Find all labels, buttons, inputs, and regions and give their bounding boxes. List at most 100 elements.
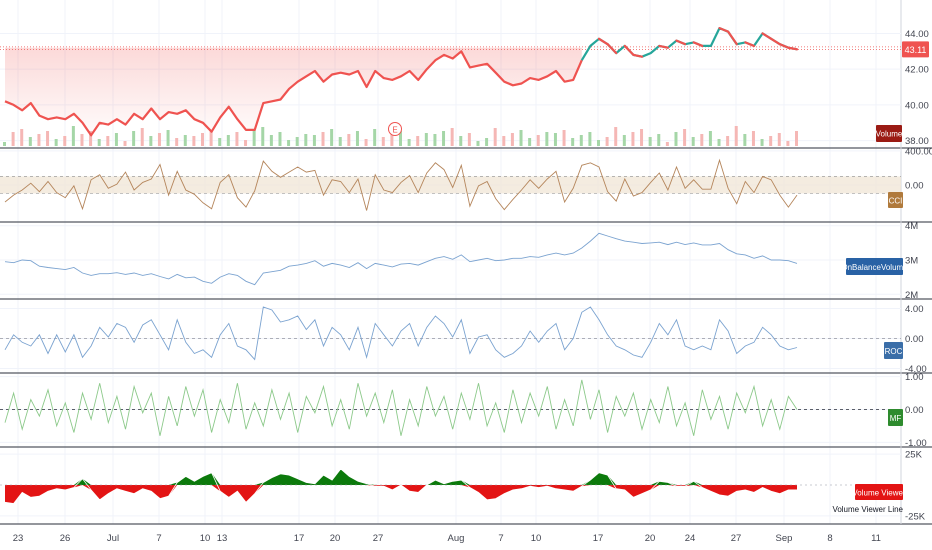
volume-bar: [717, 139, 721, 146]
volume-bar: [769, 136, 773, 146]
x-tick-label: 24: [685, 533, 696, 544]
volume-bar: [28, 137, 32, 146]
mf-y-tick: 0.00: [905, 405, 924, 416]
volume-bar: [3, 142, 6, 146]
volume-bar: [235, 132, 239, 146]
price-line-down-seg: [692, 41, 704, 48]
price-y-tick: 38.00: [905, 136, 929, 147]
volume-bar: [614, 127, 618, 146]
volume-bar: [149, 136, 153, 146]
volume-bar: [493, 128, 497, 146]
price-line-down-seg: [632, 53, 644, 58]
volume-bar: [80, 134, 84, 146]
mf-y-tick: 1.00: [905, 372, 924, 383]
mf-badge: [888, 409, 903, 426]
volume-bar: [545, 132, 549, 146]
volume-bar: [665, 142, 669, 146]
volume-bar: [760, 139, 764, 146]
volume-bar: [795, 131, 798, 146]
x-tick-label: 26: [60, 533, 71, 544]
x-tick-label: 20: [645, 533, 656, 544]
x-tick-label: 7: [156, 533, 161, 544]
vv-down-area: [5, 485, 797, 504]
x-tick-label: 27: [731, 533, 742, 544]
volume-bar: [114, 133, 118, 146]
volume-bar: [364, 139, 368, 146]
volume-bar: [347, 134, 351, 146]
price-line-down-seg: [787, 46, 799, 51]
price-line-down-seg: [658, 44, 669, 49]
vv-line-label: Volume Viewer Line: [832, 505, 903, 514]
volume-bar: [657, 134, 661, 146]
price-badge: [902, 41, 929, 58]
price-line-down-seg: [761, 32, 773, 40]
vv-badge-label: Volume Viewer: [852, 489, 906, 498]
volume-bar: [244, 140, 248, 146]
volume-bar: [562, 130, 566, 146]
volume-bar: [553, 133, 557, 146]
obv-line: [4, 232, 798, 286]
roc-line: [4, 306, 798, 361]
volume-badge: [876, 125, 902, 142]
mf-badge-label: MF: [890, 414, 902, 423]
volume-bar: [381, 137, 385, 146]
price-area: [5, 47, 582, 136]
volume-bar: [407, 139, 411, 146]
volume-bar: [46, 131, 50, 146]
obv-y-tick: 4M: [905, 221, 918, 232]
volume-bar: [201, 133, 204, 146]
cci-badge-label: CCI: [889, 197, 903, 206]
volume-bar: [37, 134, 41, 146]
roc-badge-label: ROC: [885, 347, 903, 356]
x-tick-label: 7: [498, 533, 503, 544]
volume-bar: [11, 132, 15, 146]
volume-bar: [140, 128, 144, 146]
x-tick-label: 17: [593, 533, 604, 544]
price-line-down-seg: [623, 44, 635, 56]
volume-bar: [390, 134, 394, 146]
price-line-down-seg: [727, 30, 738, 46]
cci-badge: [888, 192, 903, 208]
volume-bar: [132, 131, 136, 146]
x-tick-label: 20: [330, 533, 341, 544]
x-tick-label: 23: [13, 533, 24, 544]
volume-bar: [209, 130, 213, 146]
volume-bar: [622, 135, 626, 146]
volume-bar: [579, 135, 583, 146]
volume-bar: [726, 136, 730, 146]
volume-bar: [519, 130, 523, 146]
x-tick-label: 11: [871, 533, 881, 544]
x-tick-label: Sep: [776, 533, 793, 544]
x-tick-label: Jul: [107, 533, 119, 544]
volume-bar: [287, 140, 291, 146]
volume-bar: [459, 136, 463, 146]
price-line-down-seg: [778, 43, 790, 49]
volume-bar: [528, 138, 532, 146]
volume-bar: [442, 131, 446, 146]
volume-bar: [450, 128, 454, 146]
cci-band: [0, 176, 901, 194]
volume-bar: [106, 136, 110, 146]
volume-bar: [674, 132, 678, 146]
volume-bar: [166, 130, 170, 146]
volume-bar: [631, 132, 635, 146]
volume-bar: [321, 132, 325, 146]
roc-y-tick: -4.00: [905, 364, 927, 375]
volume-bar: [648, 137, 652, 146]
volume-bar: [751, 131, 755, 146]
volume-bar: [295, 137, 299, 146]
volume-bar: [20, 129, 24, 146]
mf-line: [4, 379, 798, 436]
x-tick-label: 27: [373, 533, 384, 544]
volume-bar: [597, 140, 600, 146]
volume-bar: [691, 137, 695, 146]
volume-bar: [97, 139, 101, 146]
volume-bar: [510, 133, 514, 146]
x-tick-label: 10: [531, 533, 542, 544]
cci-line: [4, 158, 798, 211]
volume-bar: [605, 137, 609, 146]
volume-bar: [777, 133, 781, 146]
vv-line: [4, 468, 797, 504]
price-line-down-seg: [718, 26, 730, 33]
